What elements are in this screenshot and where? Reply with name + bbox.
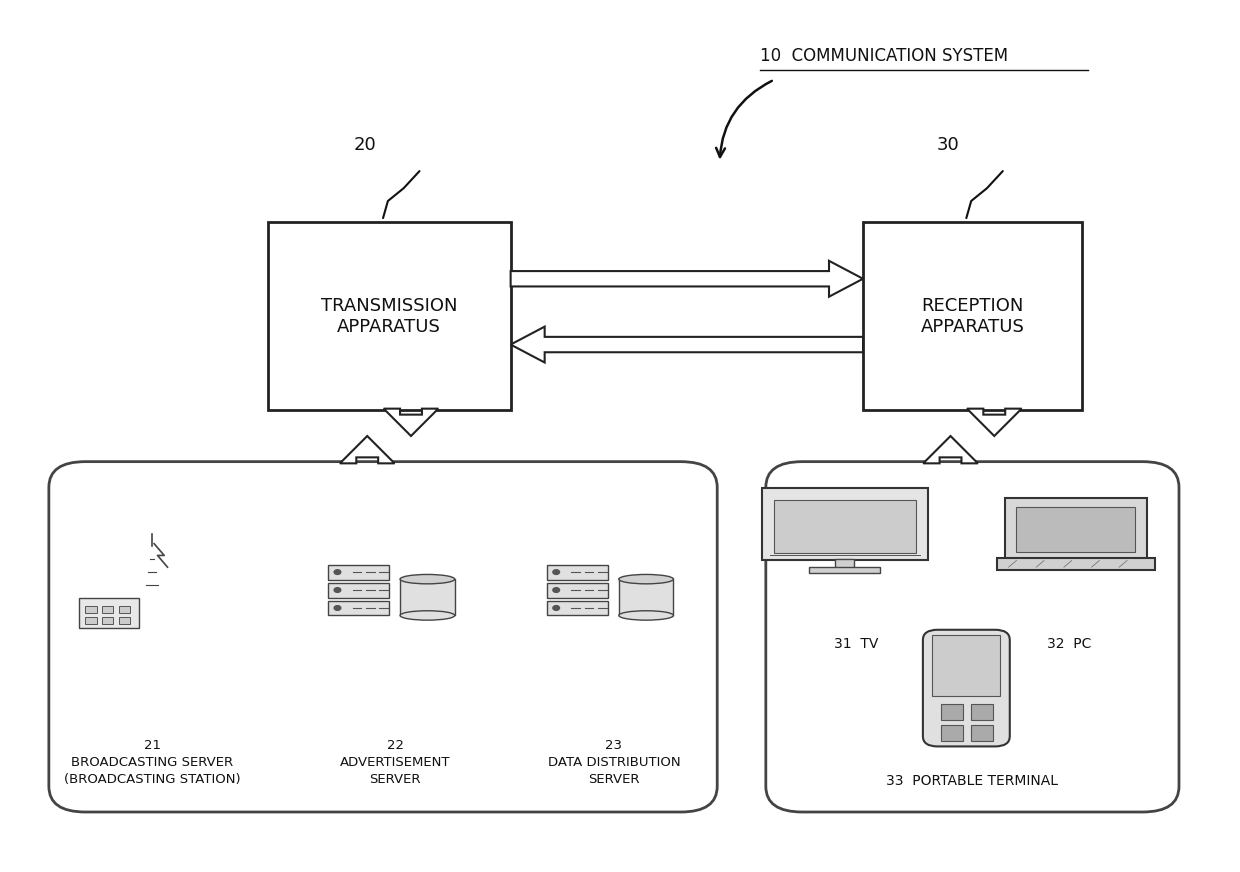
- FancyBboxPatch shape: [766, 461, 1179, 812]
- Text: 20: 20: [353, 136, 376, 154]
- Polygon shape: [924, 436, 978, 463]
- Bar: [619, 579, 673, 616]
- Text: 22
ADVERTISEMENT
SERVER: 22 ADVERTISEMENT SERVER: [340, 739, 450, 787]
- Text: 30: 30: [936, 136, 960, 154]
- Bar: [547, 601, 608, 616]
- Bar: [547, 582, 608, 597]
- Polygon shape: [967, 409, 1022, 436]
- Bar: [401, 579, 455, 616]
- Ellipse shape: [619, 610, 673, 620]
- FancyBboxPatch shape: [48, 461, 717, 812]
- Ellipse shape: [401, 575, 455, 584]
- Ellipse shape: [401, 610, 455, 620]
- Bar: [329, 564, 389, 580]
- Circle shape: [334, 569, 341, 575]
- Bar: [1004, 498, 1147, 559]
- Text: 10  COMMUNICATION SYSTEM: 10 COMMUNICATION SYSTEM: [760, 47, 1008, 65]
- Circle shape: [553, 606, 559, 610]
- Text: 32  PC: 32 PC: [1048, 637, 1091, 651]
- Polygon shape: [511, 327, 863, 363]
- Bar: [86, 617, 97, 623]
- Bar: [774, 501, 916, 553]
- Text: TRANSMISSION
APPARATUS: TRANSMISSION APPARATUS: [321, 297, 458, 336]
- Bar: [102, 606, 113, 613]
- Bar: [932, 636, 1001, 697]
- Text: 33  PORTABLE TERMINAL: 33 PORTABLE TERMINAL: [887, 773, 1059, 787]
- Text: 21
BROADCASTING SERVER
(BROADCASTING STATION): 21 BROADCASTING SERVER (BROADCASTING STA…: [63, 739, 241, 787]
- Bar: [971, 705, 993, 719]
- FancyBboxPatch shape: [923, 630, 1009, 746]
- Circle shape: [553, 588, 559, 592]
- Polygon shape: [340, 436, 394, 463]
- Text: 23
DATA DISTRIBUTION
SERVER: 23 DATA DISTRIBUTION SERVER: [548, 739, 681, 787]
- Text: 31  TV: 31 TV: [833, 637, 878, 651]
- Text: RECEPTION
APPARATUS: RECEPTION APPARATUS: [920, 297, 1024, 336]
- Bar: [971, 726, 993, 741]
- Bar: [836, 559, 854, 569]
- Ellipse shape: [619, 575, 673, 584]
- Bar: [761, 488, 928, 560]
- Bar: [329, 601, 389, 616]
- Circle shape: [553, 569, 559, 575]
- Polygon shape: [144, 546, 160, 597]
- Bar: [119, 617, 130, 623]
- Bar: [102, 617, 113, 623]
- Bar: [329, 582, 389, 597]
- Circle shape: [334, 606, 341, 610]
- Bar: [941, 705, 963, 719]
- Bar: [941, 726, 963, 741]
- Bar: [547, 564, 608, 580]
- Bar: [1017, 508, 1135, 552]
- Bar: [268, 222, 511, 411]
- Bar: [86, 606, 97, 613]
- Bar: [810, 568, 880, 573]
- Bar: [119, 606, 130, 613]
- Polygon shape: [383, 409, 438, 436]
- Polygon shape: [511, 261, 863, 296]
- Bar: [78, 597, 139, 628]
- Bar: [863, 222, 1081, 411]
- Bar: [997, 558, 1154, 570]
- Circle shape: [334, 588, 341, 592]
